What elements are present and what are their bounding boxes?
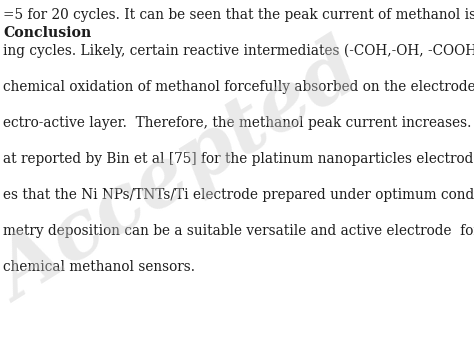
Text: =5 for 20 cycles. It can be seen that the peak current of methanol is further in: =5 for 20 cycles. It can be seen that th… [3, 8, 474, 22]
Text: Accepted: Accepted [0, 32, 375, 317]
Text: Conclusion: Conclusion [3, 26, 91, 40]
Text: chemical oxidation of methanol forcefully absorbed on the electrode surface fo: chemical oxidation of methanol forcefull… [3, 80, 474, 94]
Text: ing cycles. Likely, certain reactive intermediates (-COH,-OH, -COOH) produce: ing cycles. Likely, certain reactive int… [3, 44, 474, 58]
Text: chemical methanol sensors.: chemical methanol sensors. [3, 260, 195, 274]
Text: es that the Ni NPs/TNTs/Ti electrode prepared under optimum conditions b: es that the Ni NPs/TNTs/Ti electrode pre… [3, 188, 474, 202]
Text: ectro-active layer.  Therefore, the methanol peak current increases.  This is c: ectro-active layer. Therefore, the metha… [3, 116, 474, 130]
Text: metry deposition can be a suitable versatile and active electrode  for: metry deposition can be a suitable versa… [3, 224, 474, 238]
Text: at reported by Bin et al [75] for the platinum nanoparticles electrode.  Th: at reported by Bin et al [75] for the pl… [3, 152, 474, 166]
